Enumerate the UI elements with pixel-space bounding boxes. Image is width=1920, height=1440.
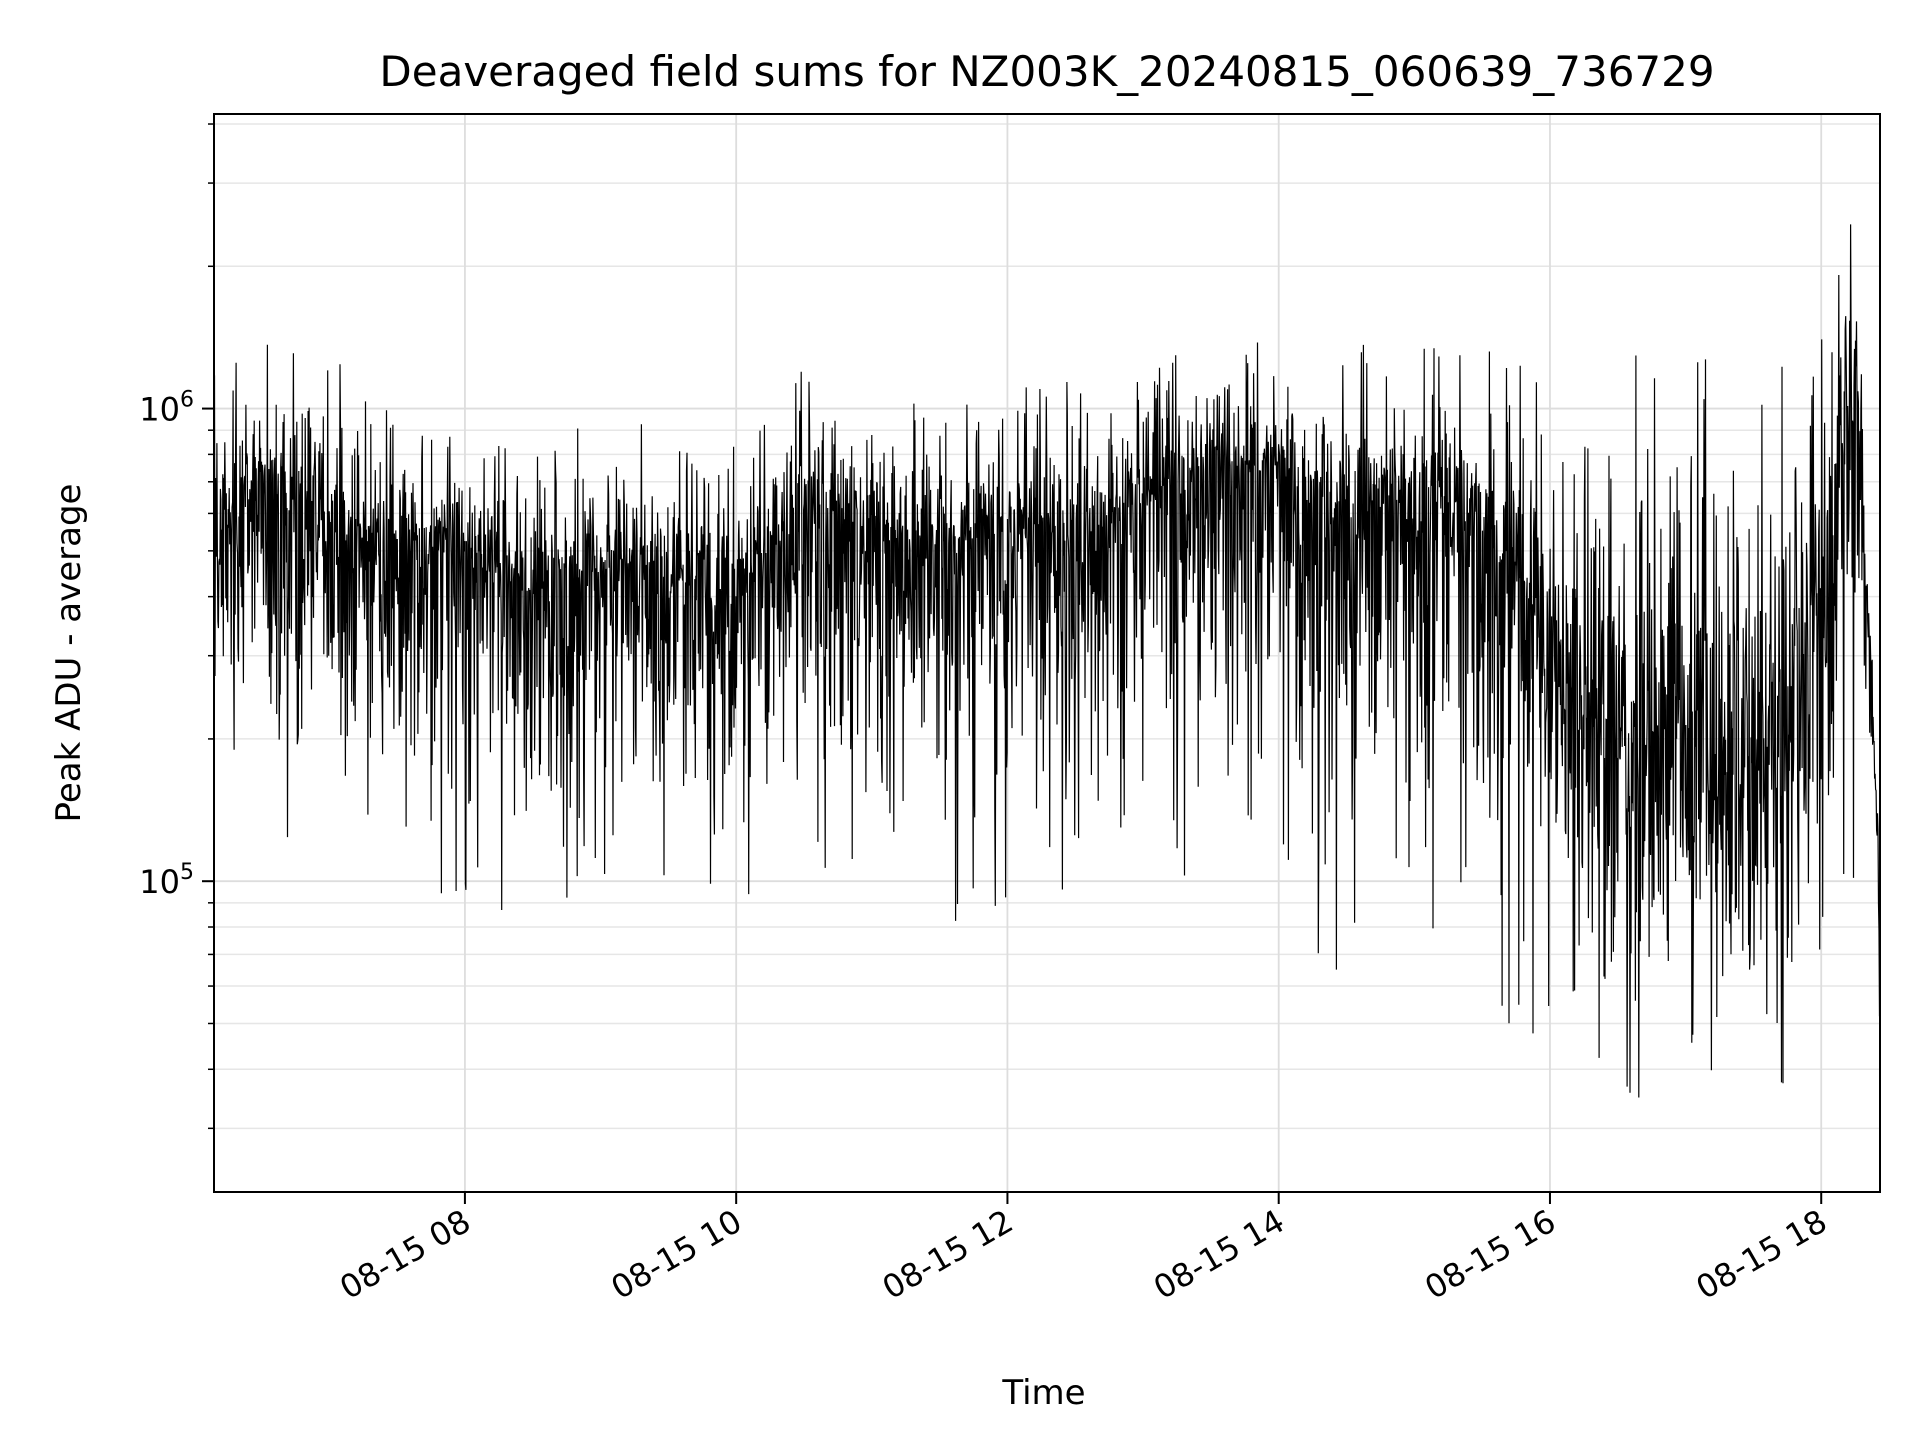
series-line [213, 224, 1881, 1098]
x-axis-label: Time [1001, 1373, 1085, 1413]
data-layer [213, 224, 1881, 1098]
plot-frame [213, 113, 1881, 1193]
y-axis-label: Peak ADU - average [49, 484, 89, 823]
y-tick-label: 105 [139, 860, 194, 901]
y-axis: 105 106 [139, 123, 214, 1130]
chart-title: Deaveraged field sums for NZ003K_2024081… [379, 47, 1714, 96]
y-tick-label: 106 [139, 388, 194, 429]
